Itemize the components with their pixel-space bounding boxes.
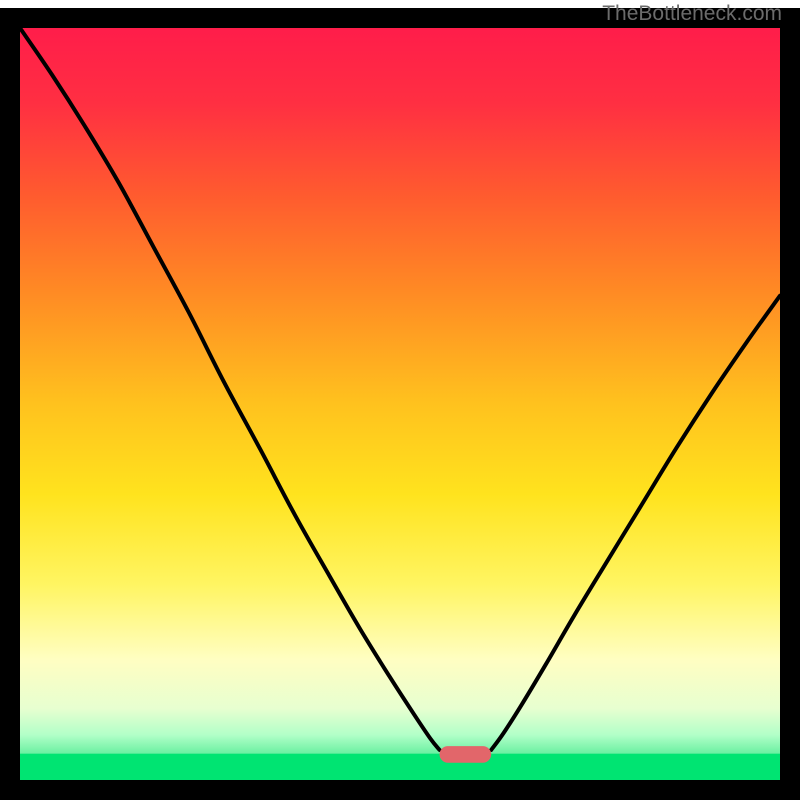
chart-container: { "attribution": { "text": "TheBottlenec… [0, 0, 800, 800]
attribution-text: TheBottleneck.com [602, 0, 782, 28]
bottleneck-chart [0, 0, 800, 800]
green-band [20, 754, 780, 780]
gradient-background [20, 28, 780, 780]
optimal-marker [440, 746, 492, 763]
